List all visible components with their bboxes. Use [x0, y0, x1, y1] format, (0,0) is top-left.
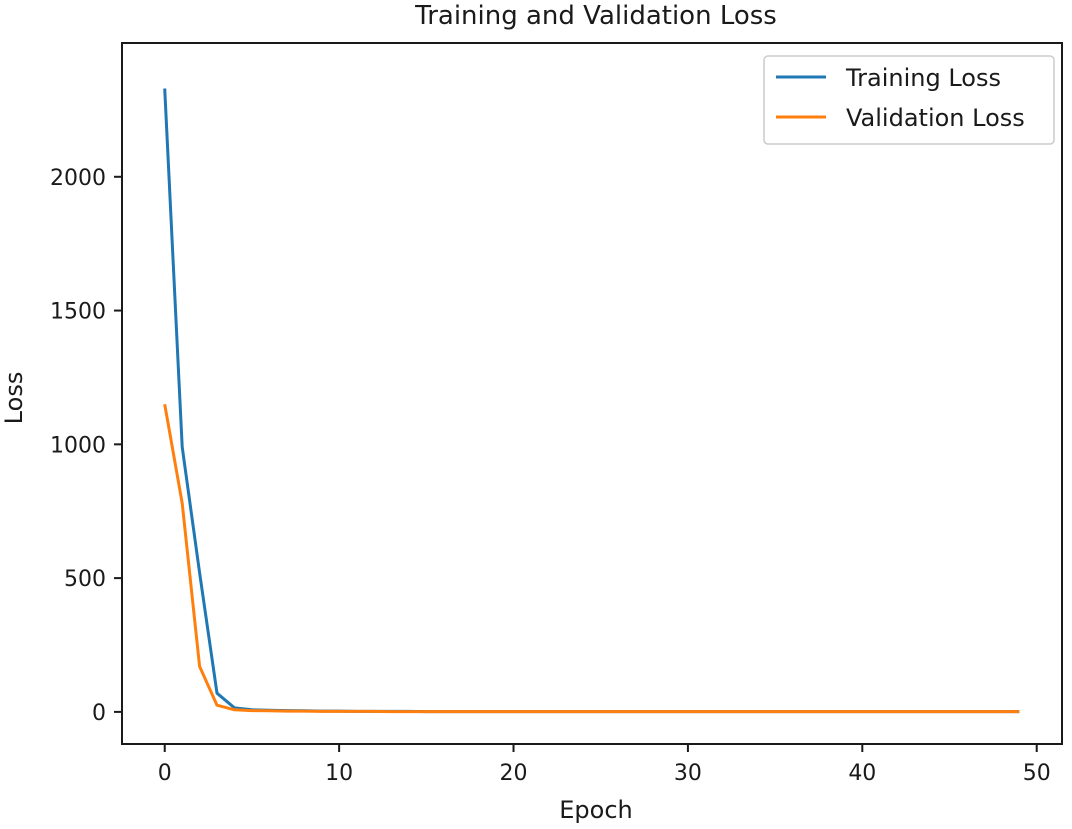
x-tick-label: 50 — [1023, 761, 1051, 786]
y-tick-label: 500 — [64, 567, 106, 592]
x-tick-label: 30 — [674, 761, 702, 786]
x-axis-label: Epoch — [559, 796, 633, 824]
legend-label-validation-loss: Validation Loss — [846, 104, 1025, 132]
series-line-training-loss — [163, 88, 1020, 714]
x-tick-label: 0 — [158, 761, 172, 786]
x-axis-ticks: 0 10 20 30 40 50 — [158, 744, 1051, 786]
y-axis-label: Loss — [0, 372, 28, 425]
x-tick-label: 40 — [848, 761, 876, 786]
y-tick-label: 1000 — [50, 433, 106, 458]
legend-label-training-loss: Training Loss — [845, 64, 1001, 92]
series-layer — [163, 88, 1020, 714]
chart-title: Training and Validation Loss — [414, 1, 777, 31]
y-tick-label: 0 — [92, 701, 106, 726]
y-tick-label: 1500 — [50, 300, 106, 325]
x-tick-label: 10 — [325, 761, 353, 786]
y-tick-label: 2000 — [50, 166, 106, 191]
plot-area-frame — [121, 42, 1063, 745]
x-tick-label: 20 — [500, 761, 528, 786]
legend: Training Loss Validation Loss — [763, 55, 1055, 145]
legend-box — [763, 55, 1055, 145]
series-line-validation-loss — [163, 403, 1020, 714]
y-axis-ticks: 0 500 1000 1500 2000 — [50, 166, 122, 726]
